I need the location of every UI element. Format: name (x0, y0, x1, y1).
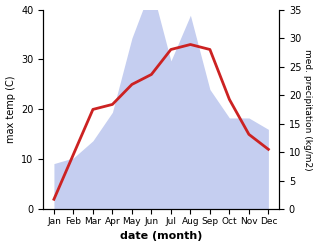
X-axis label: date (month): date (month) (120, 231, 202, 242)
Y-axis label: med. precipitation (kg/m2): med. precipitation (kg/m2) (303, 49, 313, 170)
Y-axis label: max temp (C): max temp (C) (5, 76, 16, 143)
